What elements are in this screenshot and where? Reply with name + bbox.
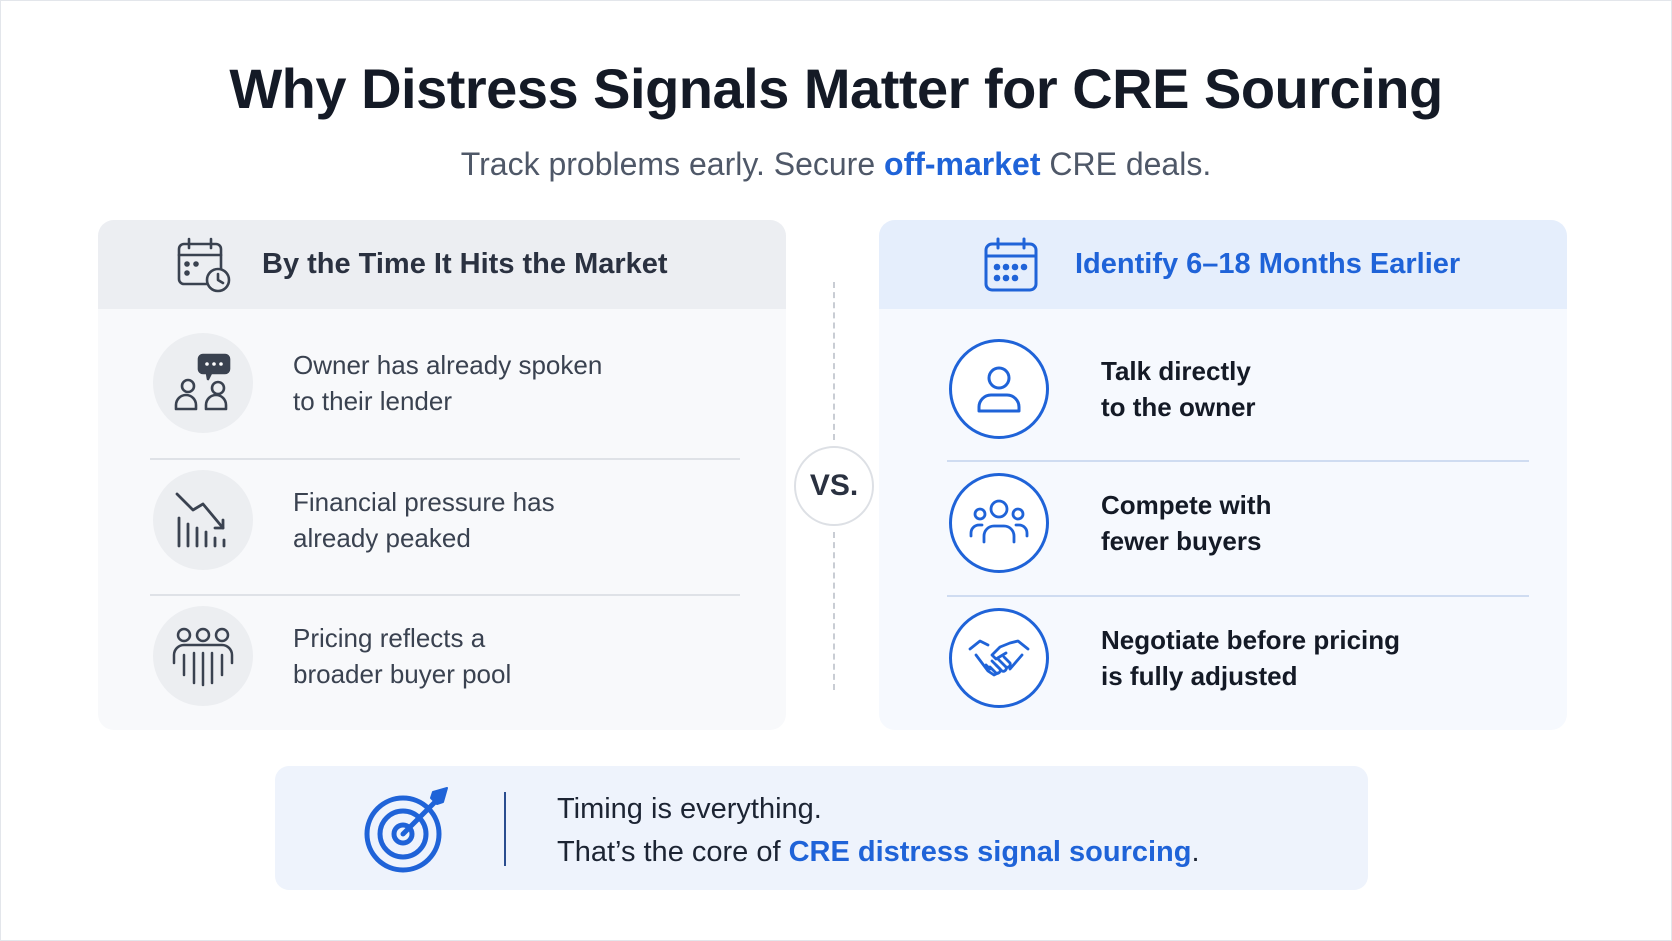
crowd-icon [153, 606, 253, 706]
vs-dashed-line-top [833, 282, 835, 440]
left-item-2-text: Financial pressure has already peaked [293, 484, 555, 556]
person-icon [949, 339, 1049, 439]
people-chat-icon [153, 333, 253, 433]
group-icon [949, 473, 1049, 573]
calendar-icon [981, 235, 1041, 295]
left-divider-2 [150, 594, 740, 596]
left-panel-header: By the Time It Hits the Market [98, 220, 786, 309]
left-item-2-line1: Financial pressure has [293, 487, 555, 517]
left-item-3-line1: Pricing reflects a [293, 623, 486, 653]
right-item-3-line2: is fully adjusted [1101, 661, 1298, 691]
left-item-3: Pricing reflects a broader buyer pool [98, 588, 786, 724]
left-item-3-line2: broader buyer pool [293, 659, 512, 689]
left-divider-1 [150, 458, 740, 460]
left-panel: By the Time It Hits the Market Owner has… [98, 220, 786, 730]
left-item-2-line2: already peaked [293, 523, 471, 553]
subtitle-highlight: off-market [884, 146, 1041, 182]
right-panel-header: Identify 6–18 Months Earlier [879, 220, 1567, 309]
handshake-icon [949, 608, 1049, 708]
left-item-1-line1: Owner has already spoken [293, 350, 603, 380]
callout-separator [504, 792, 506, 866]
right-item-2-line1: Compete with [1101, 490, 1272, 520]
right-item-3-text: Negotiate before pricing is fully adjust… [1101, 622, 1400, 694]
callout-line2: That’s the core of CRE distress signal s… [557, 831, 1200, 874]
page-title: Why Distress Signals Matter for CRE Sour… [229, 57, 1443, 120]
right-item-1-text: Talk directly to the owner [1101, 353, 1256, 425]
target-icon [363, 784, 453, 874]
vs-dashed-line-bottom [833, 532, 835, 690]
right-item-1-line2: to the owner [1101, 392, 1256, 422]
callout-line2-end: . [1191, 836, 1200, 868]
right-item-2-text: Compete with fewer buyers [1101, 487, 1271, 559]
right-item-3-line1: Negotiate before pricing [1101, 625, 1401, 655]
vs-badge: VS. [794, 446, 874, 526]
right-divider-2 [947, 595, 1529, 597]
right-item-2-line2: fewer buyers [1101, 526, 1262, 556]
subtitle-text-end: CRE deals. [1040, 146, 1212, 182]
right-panel: Identify 6–18 Months Earlier Talk direct… [879, 220, 1567, 730]
left-item-1-line2: to their lender [293, 386, 452, 416]
left-item-1: Owner has already spoken to their lender [98, 315, 786, 451]
timing-callout: Timing is everything. That’s the core of… [275, 766, 1368, 890]
right-divider-1 [947, 460, 1529, 462]
right-panel-title: Identify 6–18 Months Earlier [1075, 248, 1461, 280]
callout-line1: Timing is everything. [557, 793, 822, 825]
callout-text: Timing is everything. That’s the core of… [557, 788, 1200, 874]
calendar-clock-icon [174, 235, 234, 295]
callout-highlight: CRE distress signal sourcing [788, 836, 1192, 868]
left-panel-title: By the Time It Hits the Market [262, 248, 668, 280]
right-item-2: Compete with fewer buyers [879, 455, 1567, 591]
left-item-2: Financial pressure has already peaked [98, 452, 786, 588]
left-item-3-text: Pricing reflects a broader buyer pool [293, 620, 511, 692]
page-subtitle: Track problems early. Secure off-market … [0, 146, 1672, 183]
left-item-1-text: Owner has already spoken to their lender [293, 347, 602, 419]
right-item-1-line1: Talk directly [1101, 356, 1251, 386]
callout-line2-start: That’s the core of [557, 836, 789, 868]
right-item-1: Talk directly to the owner [879, 321, 1567, 457]
right-item-3: Negotiate before pricing is fully adjust… [879, 590, 1567, 726]
declining-bars-icon [153, 470, 253, 570]
subtitle-text-start: Track problems early. Secure [460, 146, 885, 182]
